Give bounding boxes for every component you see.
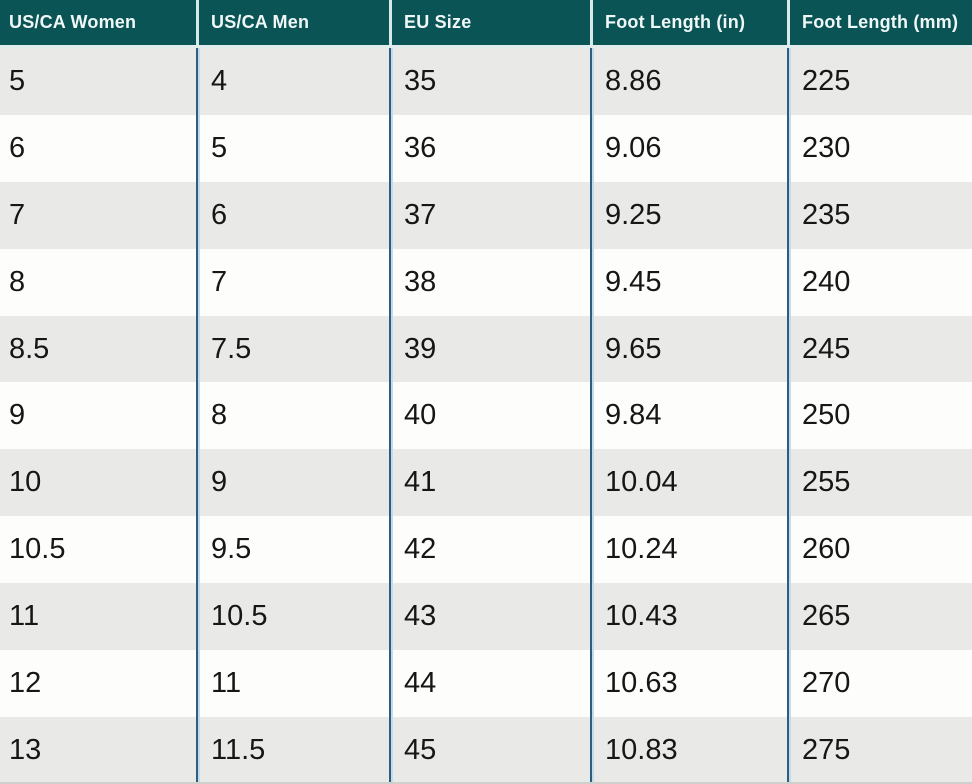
- table-row: 12 11 44 10.63 270: [0, 650, 972, 717]
- table-cell: 9.06: [590, 114, 787, 182]
- table-cell: 10.04: [590, 449, 787, 517]
- table-cell: 38: [389, 248, 590, 316]
- table-row: 7 6 37 9.25 235: [0, 181, 972, 249]
- table-cell: 8.86: [590, 48, 787, 115]
- table-cell: 44: [389, 650, 590, 717]
- table-cell: 9: [9, 399, 26, 432]
- table-cell: 10.63: [590, 650, 787, 717]
- table-cell: 265: [787, 583, 972, 651]
- table-cell: 36: [389, 114, 590, 182]
- table-cell: 230: [787, 114, 972, 182]
- table-cell: 10.43: [590, 583, 787, 651]
- table-cell: 235: [787, 181, 972, 249]
- table-cell: 7: [196, 248, 389, 316]
- table-cell: 8: [9, 265, 26, 298]
- table-cell: 8.5: [9, 332, 50, 365]
- table-cell: 9: [196, 449, 389, 517]
- table-cell: 225: [787, 48, 972, 115]
- table-cell: 240: [787, 248, 972, 316]
- table-cell: 37: [389, 181, 590, 249]
- table-cell: 6: [9, 131, 26, 164]
- table-row: 8.5 7.5 39 9.65 245: [0, 315, 972, 383]
- table-header-row: US/CA Women US/CA Men EU Size Foot Lengt…: [0, 0, 972, 48]
- table-cell: 9.25: [590, 181, 787, 249]
- table-cell: 45: [389, 716, 590, 782]
- table-cell: 13: [9, 733, 42, 766]
- table-cell: 9.84: [590, 382, 787, 450]
- table-cell: 250: [787, 382, 972, 450]
- table-cell: 11.5: [196, 716, 389, 782]
- table-row: 10.5 9.5 42 10.24 260: [0, 516, 972, 584]
- table-cell: 9.45: [590, 248, 787, 316]
- table-cell: 10: [9, 466, 42, 499]
- table-row: 6 5 36 9.06 230: [0, 114, 972, 182]
- table-cell: 9.65: [590, 315, 787, 383]
- table-cell: 9.5: [196, 516, 389, 584]
- table-cell: 10.24: [590, 516, 787, 584]
- table-body: 5 4 35 8.86 225 6 5 36 9.06 230 7 6 37 9.25 235 8 7 38 9.4…: [0, 48, 972, 782]
- table-cell: 43: [389, 583, 590, 651]
- table-cell: 11: [9, 600, 40, 633]
- table-cell: 8: [196, 382, 389, 450]
- table-cell: 260: [787, 516, 972, 584]
- table-row: 8 7 38 9.45 240: [0, 248, 972, 316]
- table-cell: 10.83: [590, 716, 787, 782]
- table-cell: 41: [389, 449, 590, 517]
- header-cell-us-ca-men: US/CA Men: [196, 0, 389, 45]
- table-cell: 255: [787, 449, 972, 517]
- table-cell: 12: [9, 666, 42, 699]
- table-cell: 7: [9, 198, 26, 231]
- table-cell: 35: [389, 48, 590, 115]
- table-cell: 6: [196, 181, 389, 249]
- table-cell: 10.5: [9, 533, 66, 566]
- header-cell-eu-size: EU Size: [389, 0, 590, 45]
- table-row: 5 4 35 8.86 225: [0, 48, 972, 115]
- table-cell: 5: [9, 64, 26, 97]
- table-cell: 40: [389, 382, 590, 450]
- table-row: 13 11.5 45 10.83 275: [0, 716, 972, 782]
- header-cell-foot-length-mm: Foot Length (mm): [787, 0, 972, 45]
- table-cell: 270: [787, 650, 972, 717]
- table-cell: 39: [389, 315, 590, 383]
- table-cell: 245: [787, 315, 972, 383]
- table-row: 9 8 40 9.84 250: [0, 382, 972, 450]
- table-cell: 4: [196, 48, 389, 115]
- table-cell: 42: [389, 516, 590, 584]
- table-cell: 7.5: [196, 315, 389, 383]
- table-cell: 10.5: [196, 583, 389, 651]
- table-row: 11 10.5 43 10.43 265: [0, 583, 972, 651]
- table-cell: 275: [787, 716, 972, 782]
- header-cell-foot-length-in: Foot Length (in): [590, 0, 787, 45]
- header-cell-us-ca-women: US/CA Women: [9, 12, 137, 32]
- table-cell: 11: [196, 650, 389, 717]
- table-cell: 5: [196, 114, 389, 182]
- table-row: 10 9 41 10.04 255: [0, 449, 972, 517]
